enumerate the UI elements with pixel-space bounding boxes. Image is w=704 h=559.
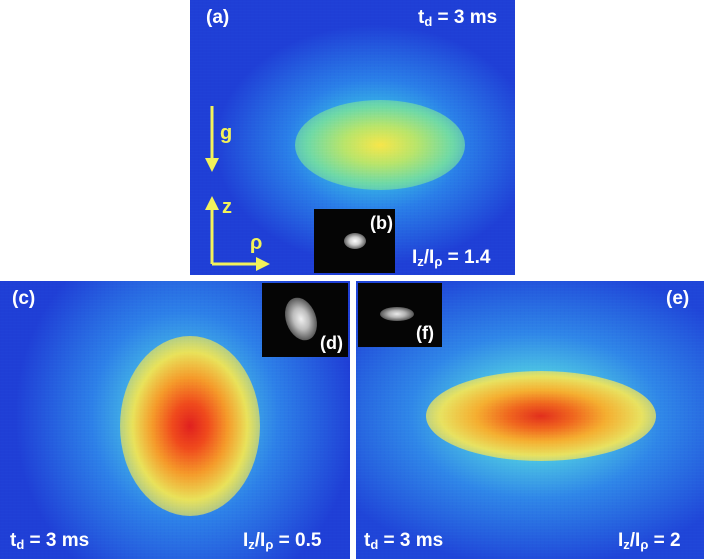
inset-d: (d) (262, 283, 348, 357)
panel-label-c: (c) (12, 288, 36, 309)
aspect-ratio-a: Iz/Iρ = 1.4 (412, 247, 491, 269)
gravity-label: g (220, 122, 233, 144)
inset-f-cloud (380, 307, 414, 321)
z-axis-label: z (222, 196, 232, 218)
aspect-ratio-c: Iz/Iρ = 0.5 (243, 530, 322, 552)
inset-label-f: (f) (416, 323, 434, 343)
inset-label-d: (d) (320, 333, 343, 353)
atom-cloud-e-core (426, 371, 656, 461)
time-delay-c: td = 3 ms (10, 530, 90, 552)
inset-label-b: (b) (370, 213, 393, 233)
panel-c: (c) (d) td = 3 ms Iz/Iρ = 0.5 (0, 281, 350, 559)
panel-a: (a) td = 3 ms g z ρ (b) Iz/Iρ = 1.4 (190, 0, 515, 275)
time-delay-e: td = 3 ms (364, 530, 444, 552)
panel-label-a: (a) (206, 7, 230, 28)
panel-label-e: (e) (666, 288, 690, 309)
atom-cloud-c-core (120, 336, 260, 516)
time-delay-a: td = 3 ms (418, 7, 498, 29)
inset-d-cloud (279, 293, 323, 345)
rho-axis-label: ρ (250, 232, 263, 254)
down-arrow-icon (205, 106, 219, 172)
panel-e: (f) (e) td = 3 ms Iz/Iρ = 2 (356, 281, 704, 559)
right-arrow-icon (212, 257, 270, 271)
inset-f: (f) (358, 283, 442, 347)
atom-cloud-a-core (295, 100, 465, 190)
up-arrow-icon (205, 196, 219, 264)
aspect-ratio-e: Iz/Iρ = 2 (618, 530, 681, 552)
inset-b: (b) (314, 209, 395, 273)
inset-b-cloud (344, 233, 366, 249)
